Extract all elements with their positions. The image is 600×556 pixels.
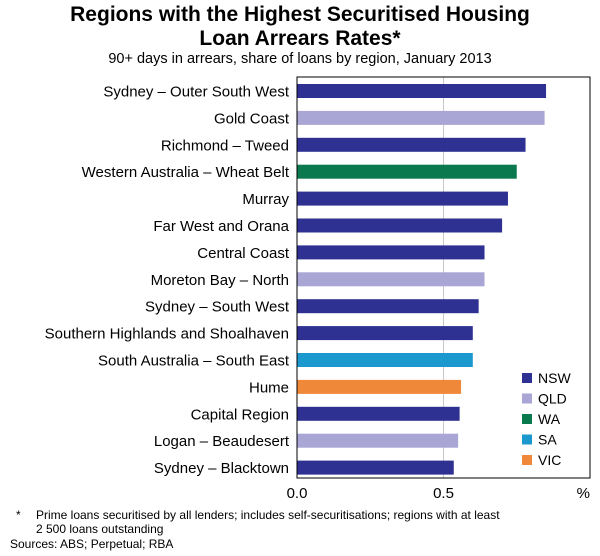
legend-swatch-vic (522, 455, 532, 465)
category-label-1: Gold Coast (214, 110, 290, 127)
legend-swatch-sa (522, 434, 532, 445)
legend-label-sa: SA (538, 432, 557, 448)
category-label-5: Far West and Orana (153, 218, 289, 235)
bar-12 (297, 406, 460, 421)
category-label-2: Richmond – Tweed (161, 137, 289, 154)
bar-4 (297, 191, 508, 206)
legend-swatch-wa (522, 414, 532, 424)
bar-3 (297, 164, 517, 179)
bar-8 (297, 299, 479, 314)
category-label-13: Logan – Beaudesert (154, 433, 290, 450)
bar-14 (297, 460, 454, 475)
legend-label-wa: WA (538, 411, 561, 427)
bar-1 (297, 110, 545, 125)
category-label-0: Sydney – Outer South West (103, 84, 289, 101)
legend-swatch-qld (522, 393, 532, 404)
bar-13 (297, 433, 459, 448)
footnote-line-1: Prime loans securitised by all lenders; … (36, 508, 500, 522)
x-tick-label-1: 0.5 (433, 485, 454, 502)
category-label-6: Central Coast (197, 245, 290, 262)
category-label-10: South Australia – South East (98, 353, 290, 370)
footnote-line-2: 2 500 loans outstanding (36, 522, 164, 536)
bar-6 (297, 245, 485, 260)
x-tick-label-0: 0.0 (287, 485, 308, 502)
chart-subtitle: 90+ days in arrears, share of loans by r… (108, 51, 492, 67)
legend-label-nsw: NSW (538, 370, 571, 386)
category-label-4: Murray (242, 191, 289, 208)
category-label-3: Western Australia – Wheat Belt (82, 164, 290, 181)
bar-9 (297, 326, 473, 341)
category-label-14: Sydney – Blacktown (154, 460, 289, 477)
chart-title-line-2: Loan Arrears Rates* (199, 27, 401, 50)
bar-10 (297, 353, 473, 367)
legend-swatch-nsw (522, 373, 532, 383)
bar-5 (297, 218, 503, 233)
chart-title-line-1: Regions with the Highest Securitised Hou… (70, 3, 530, 26)
category-label-8: Sydney – South West (145, 299, 290, 316)
x-tick-label-2: % (577, 485, 590, 502)
footnote-marker: * (16, 508, 21, 522)
bar-7 (297, 272, 485, 287)
category-label-7: Moreton Bay – North (151, 272, 289, 289)
legend-label-vic: VIC (538, 452, 561, 468)
legend-label-qld: QLD (538, 391, 567, 407)
category-label-12: Capital Region (191, 406, 289, 423)
bar-11 (297, 379, 462, 394)
sources-note: Sources: ABS; Perpetual; RBA (10, 537, 174, 551)
bar-0 (297, 84, 547, 98)
plot-frame (296, 76, 591, 479)
category-label-9: Southern Highlands and Shoalhaven (45, 326, 289, 343)
bar-2 (297, 137, 526, 152)
category-label-11: Hume (249, 379, 289, 396)
